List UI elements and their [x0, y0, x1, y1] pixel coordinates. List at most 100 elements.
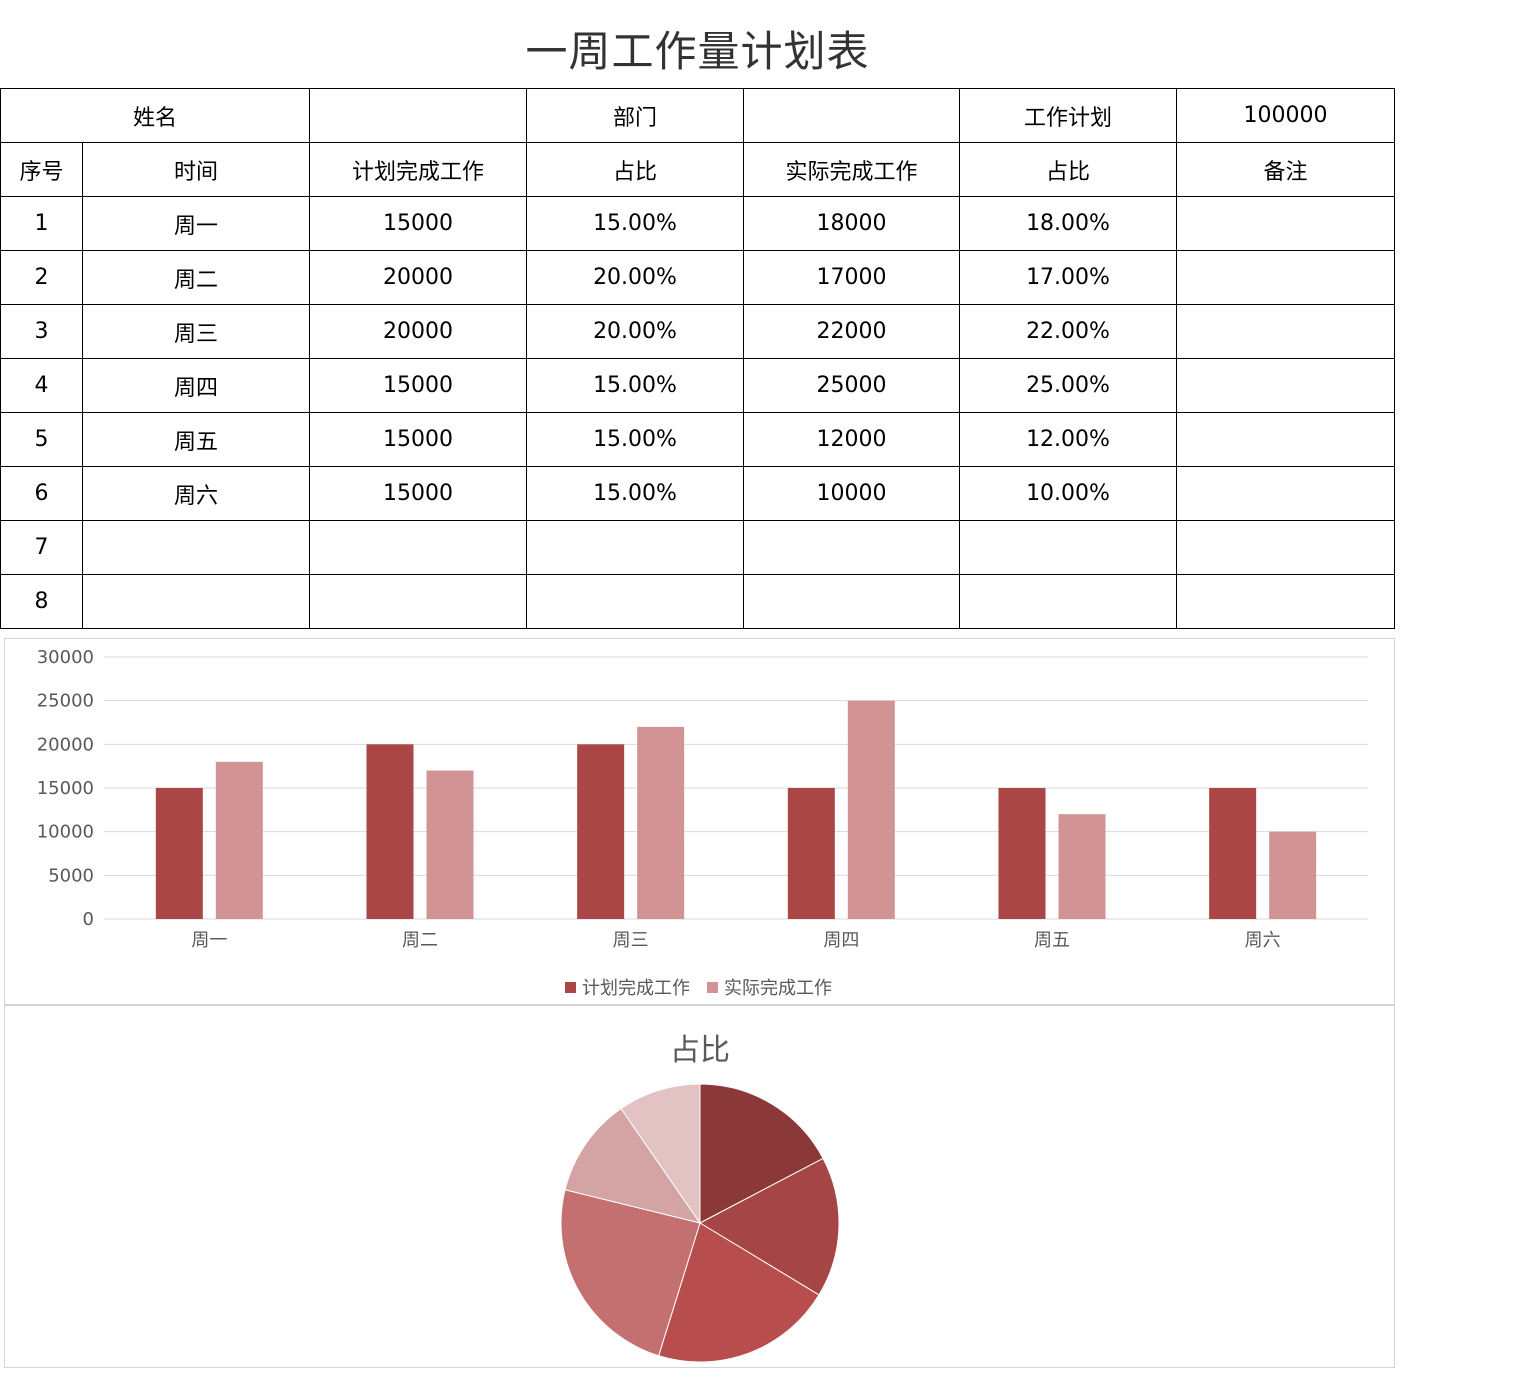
row-plan-pct-cell[interactable]: 15.00%	[526, 196, 745, 251]
row-plan-pct-cell[interactable]: 20.00%	[526, 250, 745, 305]
row-actual-pct-cell[interactable]: 12.00%	[959, 412, 1178, 467]
row-day-cell[interactable]: 周三	[81, 304, 311, 359]
bar-actual-1[interactable]	[426, 770, 474, 919]
row-plan-pct-cell[interactable]: 15.00%	[526, 412, 745, 467]
row-day-cell[interactable]	[81, 520, 311, 575]
table-row: 2 周二 20000 20.00% 17000 17.00%	[0, 250, 1396, 305]
row-no-cell[interactable]: 1	[0, 196, 83, 251]
row-day-cell[interactable]: 周五	[81, 412, 311, 467]
row-note-cell[interactable]	[1176, 574, 1396, 629]
plan-label-cell[interactable]: 工作计划	[959, 88, 1178, 143]
bar-chart[interactable]: 0 5000 10000 15000 20000 25000 30000 周一 周二 周三 周四 周五…	[4, 638, 1395, 1005]
pie-slice-2[interactable]	[658, 1222, 820, 1363]
bar-chart-svg: 0 5000 10000 15000 20000 25000 30000 周一 周二 周三 周四 周五…	[37, 647, 1368, 999]
row-actual-cell[interactable]: 25000	[743, 358, 961, 413]
row-actual-cell[interactable]: 10000	[743, 466, 961, 521]
row-note-cell[interactable]	[1176, 304, 1396, 359]
column-header-plan[interactable]: 计划完成工作	[309, 142, 528, 197]
row-actual-pct-cell[interactable]: 25.00%	[959, 358, 1178, 413]
table-row: 8	[0, 574, 1396, 629]
row-actual-cell[interactable]: 18000	[743, 196, 961, 251]
sheet-title: 一周工作量计划表	[525, 27, 870, 76]
row-actual-pct-cell[interactable]: 22.00%	[959, 304, 1178, 359]
plan-value-cell[interactable]: 100000	[1176, 88, 1396, 143]
bar-plan-3[interactable]	[787, 788, 835, 919]
row-plan-cell[interactable]: 20000	[309, 304, 528, 359]
row-no-cell[interactable]: 3	[0, 304, 83, 359]
row-no-cell[interactable]: 4	[0, 358, 83, 413]
row-actual-pct-cell[interactable]	[959, 574, 1178, 629]
pie-slice-5[interactable]	[620, 1083, 701, 1225]
pie-slice-0[interactable]	[699, 1083, 824, 1224]
row-actual-pct-cell[interactable]: 18.00%	[959, 196, 1178, 251]
row-actual-pct-cell[interactable]: 17.00%	[959, 250, 1178, 305]
row-actual-pct-cell[interactable]	[959, 520, 1178, 575]
row-day-cell[interactable]: 周二	[81, 250, 311, 305]
column-header-row: 序号 时间 计划完成工作 占比 实际完成工作 占比 备注	[0, 142, 1396, 197]
pie-chart[interactable]: 占比	[4, 1005, 1395, 1368]
row-day-cell[interactable]: 周六	[81, 466, 311, 521]
column-header-actual[interactable]: 实际完成工作	[743, 142, 961, 197]
row-note-cell[interactable]	[1176, 250, 1396, 305]
pie-slice-3[interactable]	[560, 1189, 701, 1357]
row-day-cell[interactable]: 周四	[81, 358, 311, 413]
row-plan-cell[interactable]: 15000	[309, 196, 528, 251]
row-plan-pct-cell[interactable]: 15.00%	[526, 466, 745, 521]
bar-plan-1[interactable]	[366, 744, 414, 919]
column-header-no[interactable]: 序号	[0, 142, 83, 197]
row-plan-cell[interactable]	[309, 520, 528, 575]
name-label-cell[interactable]: 姓名	[0, 88, 311, 143]
column-header-plan-pct[interactable]: 占比	[526, 142, 745, 197]
row-note-cell[interactable]	[1176, 466, 1396, 521]
row-note-cell[interactable]	[1176, 412, 1396, 467]
column-header-day[interactable]: 时间	[81, 142, 311, 197]
row-no-cell[interactable]: 5	[0, 412, 83, 467]
row-no-cell[interactable]: 8	[0, 574, 83, 629]
row-actual-cell[interactable]: 17000	[743, 250, 961, 305]
pie-chart-svg: 占比	[560, 1033, 840, 1363]
x-tick-label: 周三	[613, 930, 649, 951]
row-plan-pct-cell[interactable]: 20.00%	[526, 304, 745, 359]
bar-plan-4[interactable]	[998, 788, 1046, 919]
row-plan-pct-cell[interactable]: 15.00%	[526, 358, 745, 413]
row-day-cell[interactable]: 周一	[81, 196, 311, 251]
row-plan-cell[interactable]: 20000	[309, 250, 528, 305]
row-actual-pct-cell[interactable]: 10.00%	[959, 466, 1178, 521]
row-plan-pct-cell[interactable]	[526, 520, 745, 575]
row-actual-cell[interactable]	[743, 520, 961, 575]
pie-slice-4[interactable]	[564, 1107, 702, 1224]
row-plan-cell[interactable]: 15000	[309, 358, 528, 413]
row-note-cell[interactable]	[1176, 520, 1396, 575]
row-actual-cell[interactable]: 12000	[743, 412, 961, 467]
dept-value-cell[interactable]	[743, 88, 961, 143]
bar-actual-2[interactable]	[637, 726, 685, 919]
row-actual-cell[interactable]: 22000	[743, 304, 961, 359]
row-actual-cell[interactable]	[743, 574, 961, 629]
bar-plan-5[interactable]	[1209, 788, 1257, 919]
row-note-cell[interactable]	[1176, 358, 1396, 413]
bar-actual-4[interactable]	[1058, 814, 1106, 919]
row-no-cell[interactable]: 7	[0, 520, 83, 575]
bar-plan-2[interactable]	[577, 744, 625, 919]
dept-label-cell[interactable]: 部门	[526, 88, 745, 143]
row-note-cell[interactable]	[1176, 196, 1396, 251]
table-row: 5 周五 15000 15.00% 12000 12.00%	[0, 412, 1396, 467]
row-no-cell[interactable]: 2	[0, 250, 83, 305]
row-plan-cell[interactable]: 15000	[309, 412, 528, 467]
name-value-cell[interactable]	[309, 88, 528, 143]
row-day-cell[interactable]	[81, 574, 311, 629]
column-header-note[interactable]: 备注	[1176, 142, 1396, 197]
bar-actual-5[interactable]	[1269, 831, 1317, 919]
row-plan-cell[interactable]: 15000	[309, 466, 528, 521]
row-no-cell[interactable]: 6	[0, 466, 83, 521]
table-row: 1 周一 15000 15.00% 18000 18.00%	[0, 196, 1396, 251]
bar-plan-0[interactable]	[155, 788, 203, 919]
row-plan-cell[interactable]	[309, 574, 528, 629]
row-plan-pct-cell[interactable]	[526, 574, 745, 629]
pie-slice-1[interactable]	[698, 1157, 840, 1296]
bar-actual-3[interactable]	[847, 700, 895, 919]
y-tick-label: 25000	[37, 691, 94, 712]
legend-label: 计划完成工作	[582, 978, 690, 999]
column-header-actual-pct[interactable]: 占比	[959, 142, 1178, 197]
bar-actual-0[interactable]	[215, 761, 263, 919]
